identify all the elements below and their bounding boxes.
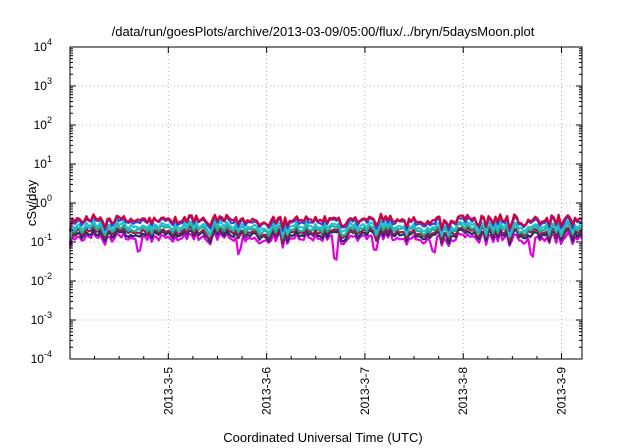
y-tick-label: 102 — [34, 115, 52, 132]
y-tick-label: 103 — [34, 76, 52, 93]
x-tick-label: 2013-3-5 — [161, 367, 175, 415]
y-tick-label: 10-1 — [31, 232, 52, 249]
ticks — [70, 46, 582, 360]
y-tick-labels: 10-4 10-3 10-2 10-1 100 101 102 103 104 — [31, 37, 52, 366]
x-axis-title: Coordinated Universal Time (UTC) — [223, 430, 422, 445]
x-tick-label: 2013-3-8 — [456, 367, 470, 415]
x-tick-label: 2013-3-9 — [555, 367, 569, 415]
series-line — [68, 212, 583, 231]
y-tick-label: 10-4 — [31, 349, 52, 366]
series-layer — [68, 212, 583, 261]
y-tick-label: 100 — [34, 193, 52, 210]
y-axis-title: cSv/day — [24, 179, 39, 226]
y-tick-label: 10-2 — [31, 271, 52, 288]
chart-title: /data/run/goesPlots/archive/2013-03-09/0… — [112, 24, 535, 39]
x-tick-label: 2013-3-6 — [260, 367, 274, 415]
y-tick-label: 104 — [34, 37, 52, 54]
x-tick-labels: 2013-3-5 2013-3-6 2013-3-7 2013-3-8 2013-3-9 — [161, 367, 568, 415]
series-line — [68, 218, 583, 238]
y-tick-label: 10-3 — [31, 310, 52, 327]
grid — [70, 47, 582, 359]
y-tick-label: 101 — [34, 154, 52, 171]
x-tick-label: 2013-3-7 — [358, 367, 372, 415]
